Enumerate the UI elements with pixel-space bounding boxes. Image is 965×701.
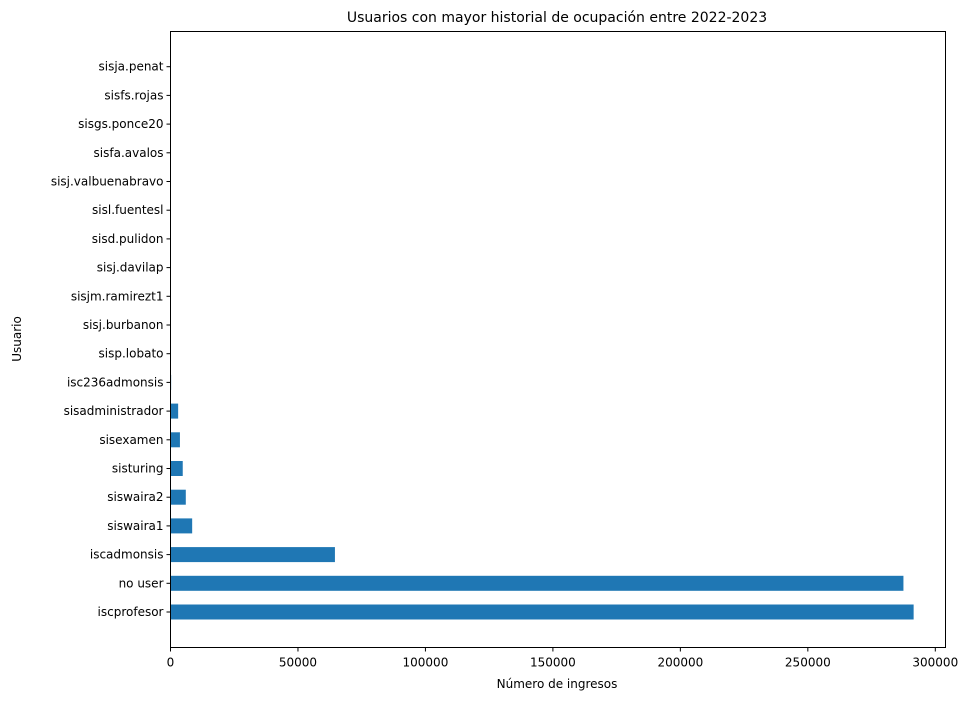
x-tick-label: 300000 bbox=[912, 656, 958, 670]
chart-title: Usuarios con mayor historial de ocupació… bbox=[347, 10, 767, 26]
bar bbox=[170, 604, 914, 620]
y-tick-label: isc236admonsis bbox=[67, 375, 164, 389]
x-tick-label: 50000 bbox=[279, 656, 317, 670]
y-tick-label: sisturing bbox=[112, 462, 164, 476]
y-tick-label: sisj.burbanon bbox=[83, 318, 164, 332]
y-tick-label: sisgs.ponce20 bbox=[78, 117, 163, 131]
y-tick-label: sisja.penat bbox=[98, 60, 163, 74]
bar bbox=[170, 403, 179, 419]
y-tick-label: sisjm.ramirezt1 bbox=[71, 289, 164, 303]
bars-group bbox=[170, 59, 914, 620]
y-tick-label: sisfa.avalos bbox=[94, 146, 164, 160]
plot-frame bbox=[170, 31, 946, 648]
y-tick-label: sisfs.rojas bbox=[104, 88, 163, 102]
bar bbox=[170, 547, 335, 563]
bar bbox=[170, 432, 180, 448]
bar bbox=[170, 518, 193, 534]
x-tick-label: 100000 bbox=[403, 656, 449, 670]
x-tick-label: 200000 bbox=[657, 656, 703, 670]
x-tick-label: 0 bbox=[167, 656, 175, 670]
x-axis-ticks: 0 50000 100000 150000 200000 250000 300000 bbox=[167, 647, 958, 670]
y-tick-label: sisd.pulidon bbox=[92, 232, 164, 246]
y-tick-label: iscadmonsis bbox=[90, 548, 164, 562]
x-axis-label: Número de ingresos bbox=[497, 677, 618, 691]
y-tick-label: siswaira2 bbox=[107, 490, 163, 504]
y-tick-label: iscprofesor bbox=[98, 605, 164, 619]
y-tick-label: no user bbox=[119, 576, 164, 590]
y-tick-label: sisj.valbuenabravo bbox=[51, 175, 164, 189]
bar bbox=[170, 489, 186, 505]
bar bbox=[170, 575, 904, 591]
y-tick-label: sisexamen bbox=[99, 433, 163, 447]
y-tick-label: sisp.lobato bbox=[99, 347, 164, 361]
y-tick-label: sisl.fuentesl bbox=[92, 203, 163, 217]
bar bbox=[170, 461, 183, 476]
y-axis-ticks: iscprofesor no user iscadmonsis siswaira1 si… bbox=[51, 60, 171, 619]
x-tick-label: 150000 bbox=[530, 656, 576, 670]
y-tick-label: siswaira1 bbox=[107, 519, 163, 533]
y-tick-label: sisj.davilap bbox=[97, 261, 164, 275]
x-tick-label: 250000 bbox=[785, 656, 831, 670]
y-tick-label: sisadministrador bbox=[64, 404, 164, 418]
y-axis-label: Usuario bbox=[10, 316, 24, 362]
